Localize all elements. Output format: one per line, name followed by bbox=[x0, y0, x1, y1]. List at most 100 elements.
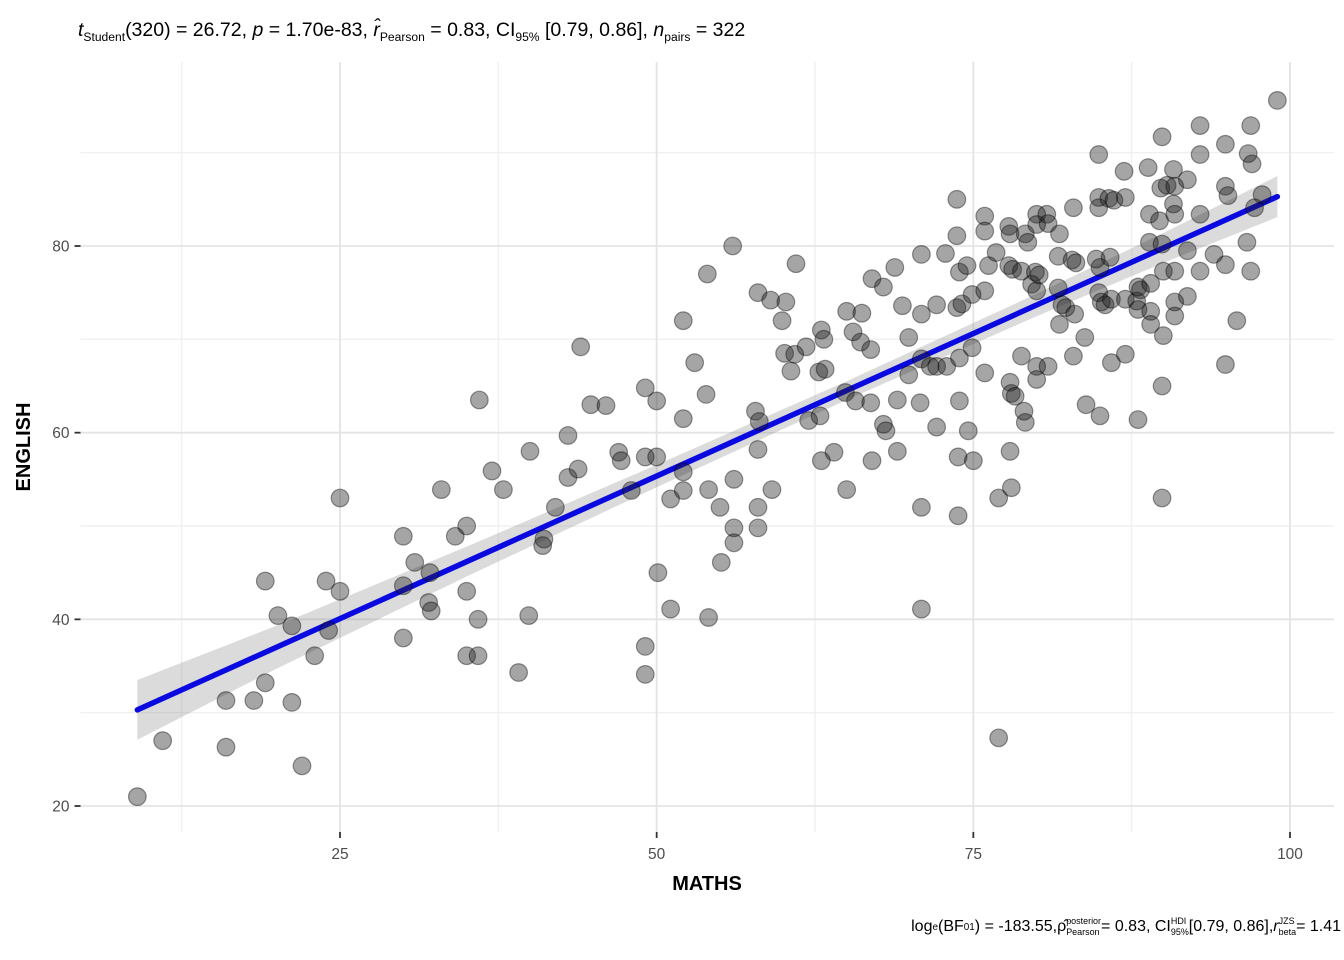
data-point bbox=[748, 497, 768, 517]
data-point bbox=[1104, 190, 1124, 210]
data-point bbox=[837, 480, 857, 500]
data-point bbox=[912, 599, 931, 619]
data-point bbox=[824, 442, 844, 462]
data-point bbox=[1241, 261, 1261, 281]
data-point bbox=[431, 480, 451, 500]
data-point bbox=[1003, 259, 1023, 279]
data-point bbox=[861, 393, 881, 413]
data-point bbox=[509, 663, 529, 682]
data-point bbox=[1216, 134, 1235, 154]
data-point bbox=[862, 269, 882, 289]
data-point bbox=[1012, 261, 1031, 281]
data-point bbox=[468, 646, 488, 666]
data-point bbox=[810, 406, 830, 426]
data-point bbox=[862, 451, 882, 471]
data-point bbox=[685, 353, 705, 373]
data-point bbox=[723, 236, 743, 256]
data-point bbox=[469, 390, 489, 410]
data-point bbox=[776, 292, 796, 312]
gridlines-minor bbox=[80, 62, 1334, 832]
data-point bbox=[975, 221, 995, 241]
data-point bbox=[647, 391, 667, 411]
data-point bbox=[127, 787, 147, 807]
data-point bbox=[975, 363, 995, 383]
data-point bbox=[748, 283, 768, 303]
data-point bbox=[1165, 306, 1185, 326]
data-point bbox=[762, 480, 782, 500]
x-axis-title: MATHS bbox=[672, 873, 742, 895]
data-point bbox=[952, 294, 972, 314]
data-point bbox=[957, 256, 977, 276]
data-point bbox=[1086, 249, 1106, 269]
data-point bbox=[1089, 283, 1109, 303]
data-point bbox=[1076, 395, 1096, 415]
data-point bbox=[975, 206, 995, 226]
data-point bbox=[673, 462, 693, 482]
data-point bbox=[696, 385, 716, 404]
data-point bbox=[1052, 295, 1072, 315]
data-point bbox=[893, 296, 912, 316]
data-point bbox=[989, 728, 1009, 748]
data-point bbox=[950, 391, 969, 411]
data-point bbox=[635, 447, 655, 467]
data-point bbox=[748, 440, 768, 459]
data-point bbox=[1099, 189, 1119, 208]
data-point bbox=[910, 393, 930, 413]
data-point bbox=[1048, 278, 1068, 298]
data-point bbox=[1164, 194, 1183, 214]
data-point bbox=[1089, 188, 1109, 207]
x-tick-label: 100 bbox=[1277, 846, 1303, 863]
confidence-band bbox=[137, 176, 1278, 740]
data-point bbox=[405, 553, 425, 572]
x-tick-label: 50 bbox=[648, 846, 666, 863]
data-point bbox=[445, 526, 465, 546]
data-point bbox=[647, 447, 667, 467]
data-point bbox=[1152, 234, 1172, 254]
bayes-caption: log e (BF 01) = -183.55, ρ̂ posterior Pearson… bbox=[911, 916, 1341, 937]
data-point bbox=[785, 344, 805, 364]
data-point bbox=[494, 480, 513, 500]
data-point bbox=[661, 599, 681, 619]
data-point bbox=[534, 529, 554, 549]
data-point bbox=[1075, 328, 1095, 347]
data-point bbox=[1066, 253, 1086, 273]
data-point bbox=[761, 290, 781, 310]
data-point bbox=[811, 451, 831, 471]
data-point bbox=[1038, 357, 1058, 376]
data-point bbox=[927, 357, 947, 376]
data-point bbox=[697, 264, 717, 284]
x-tick-label: 75 bbox=[965, 846, 982, 863]
data-point bbox=[673, 409, 693, 429]
data-point bbox=[948, 506, 968, 526]
data-point bbox=[699, 480, 719, 500]
data-point bbox=[519, 606, 539, 626]
data-point bbox=[1241, 116, 1261, 136]
data-point bbox=[1216, 355, 1235, 374]
data-point bbox=[571, 337, 591, 357]
data-point bbox=[1190, 145, 1210, 164]
data-point bbox=[1018, 232, 1038, 252]
data-point bbox=[962, 285, 982, 304]
data-point bbox=[711, 553, 731, 572]
data-point bbox=[1065, 304, 1085, 324]
data-point bbox=[1027, 215, 1047, 234]
data-point bbox=[1056, 298, 1076, 318]
data-point bbox=[912, 304, 931, 324]
data-points bbox=[127, 91, 1287, 807]
data-point bbox=[558, 426, 578, 445]
data-point bbox=[947, 189, 967, 209]
data-point bbox=[1151, 178, 1171, 198]
data-point bbox=[1153, 261, 1173, 281]
data-point bbox=[1128, 300, 1148, 319]
data-point bbox=[1218, 186, 1238, 206]
data-point bbox=[986, 243, 1006, 262]
data-point bbox=[268, 606, 288, 626]
data-point bbox=[1102, 353, 1121, 373]
data-point bbox=[837, 301, 857, 321]
data-point bbox=[1022, 274, 1042, 294]
data-point bbox=[457, 646, 477, 666]
data-point bbox=[999, 217, 1019, 236]
data-point bbox=[1090, 258, 1110, 277]
data-point bbox=[1238, 144, 1258, 164]
data-point bbox=[710, 497, 730, 517]
